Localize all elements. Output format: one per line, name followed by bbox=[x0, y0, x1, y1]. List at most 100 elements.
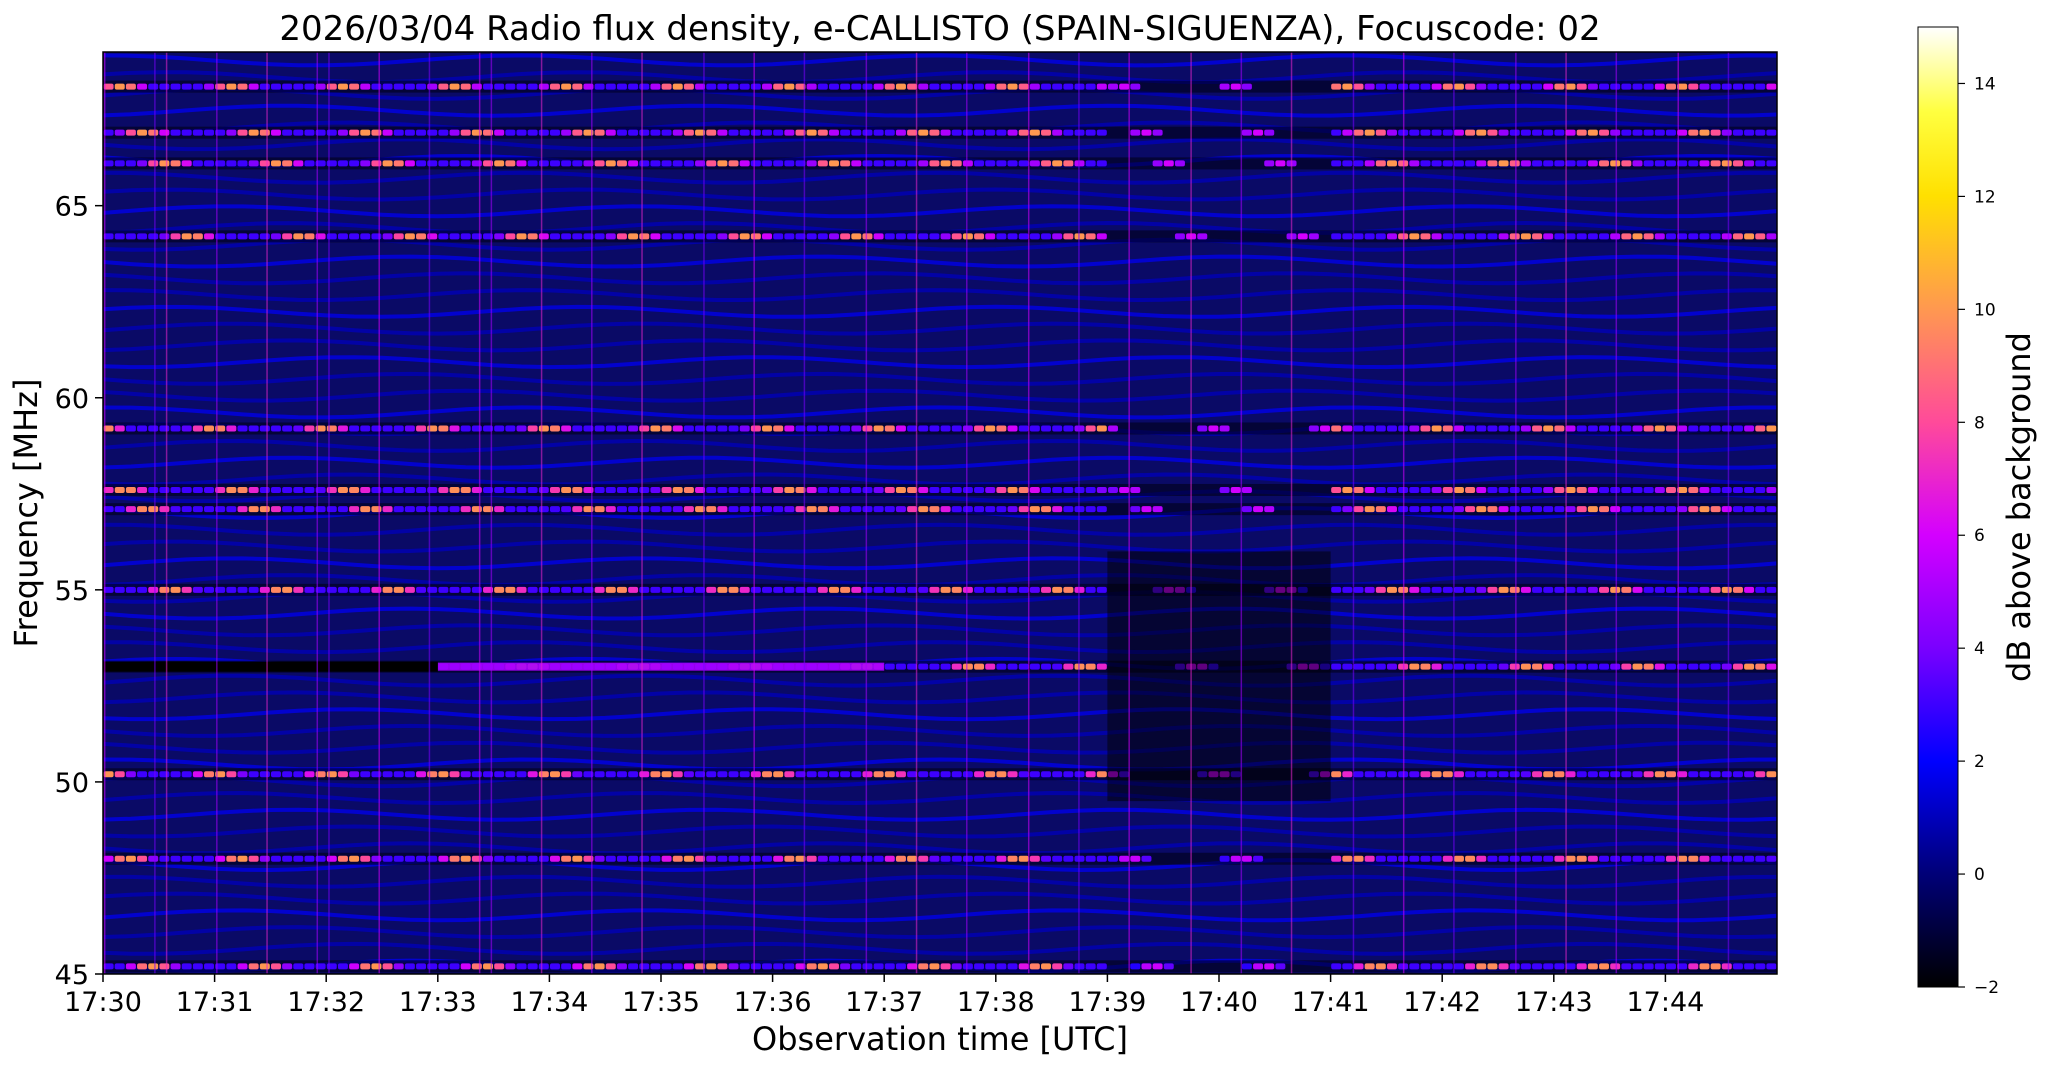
band-blob bbox=[237, 83, 248, 90]
band-blob bbox=[884, 506, 895, 513]
band-blob bbox=[1431, 586, 1442, 593]
band-blob bbox=[873, 771, 884, 778]
band-blob bbox=[181, 586, 192, 593]
band-blob bbox=[1699, 83, 1710, 90]
band-blob bbox=[683, 233, 694, 240]
band-blob bbox=[907, 663, 918, 670]
band-blob bbox=[929, 771, 940, 778]
band-blob bbox=[192, 160, 203, 167]
band-blob bbox=[1688, 506, 1699, 513]
band-blob bbox=[1029, 486, 1040, 493]
band-blob bbox=[1063, 129, 1074, 136]
band-blob bbox=[985, 486, 996, 493]
band-blob bbox=[1096, 855, 1107, 862]
band-blob bbox=[739, 425, 750, 432]
band-blob bbox=[672, 233, 683, 240]
band-blob bbox=[1710, 663, 1721, 670]
band-blob bbox=[739, 233, 750, 240]
band-blob bbox=[1610, 233, 1621, 240]
band-blob bbox=[628, 586, 639, 593]
band-blob bbox=[650, 586, 661, 593]
band-blob bbox=[1498, 129, 1509, 136]
band-blob bbox=[438, 586, 449, 593]
band-blob bbox=[516, 129, 527, 136]
band-blob bbox=[907, 425, 918, 432]
band-blob bbox=[159, 855, 170, 862]
quiet-region bbox=[1107, 551, 1331, 802]
band-blob bbox=[1654, 425, 1665, 432]
band-blob bbox=[1554, 855, 1565, 862]
band-blob bbox=[237, 963, 248, 970]
band-blob bbox=[549, 586, 560, 593]
band-blob bbox=[270, 771, 281, 778]
band-blob bbox=[583, 160, 594, 167]
band-blob bbox=[1744, 83, 1755, 90]
band-blob bbox=[851, 425, 862, 432]
band-blob bbox=[1096, 963, 1107, 970]
band-blob bbox=[1654, 129, 1665, 136]
band-blob bbox=[1732, 586, 1743, 593]
band-blob bbox=[1576, 663, 1587, 670]
band-blob bbox=[270, 486, 281, 493]
band-blob bbox=[561, 771, 572, 778]
band-blob bbox=[270, 506, 281, 513]
band-blob bbox=[661, 586, 672, 593]
band-blob bbox=[1677, 963, 1688, 970]
band-blob bbox=[1599, 233, 1610, 240]
band-blob bbox=[449, 771, 460, 778]
band-blob bbox=[1364, 855, 1375, 862]
band-blob bbox=[583, 83, 594, 90]
band-blob bbox=[1253, 129, 1264, 136]
band-blob bbox=[1442, 963, 1453, 970]
band-blob bbox=[1766, 233, 1777, 240]
band-blob bbox=[382, 771, 393, 778]
band-blob bbox=[1453, 506, 1464, 513]
band-blob bbox=[717, 83, 728, 90]
band-blob bbox=[549, 486, 560, 493]
band-blob bbox=[1509, 586, 1520, 593]
band-blob bbox=[1554, 83, 1565, 90]
band-blob bbox=[1029, 425, 1040, 432]
band-blob bbox=[962, 233, 973, 240]
band-blob bbox=[639, 771, 650, 778]
band-blob bbox=[1041, 663, 1052, 670]
band-blob bbox=[125, 771, 136, 778]
band-blob bbox=[516, 425, 527, 432]
band-blob bbox=[907, 855, 918, 862]
band-blob bbox=[148, 425, 159, 432]
band-blob bbox=[137, 129, 148, 136]
band-blob bbox=[728, 160, 739, 167]
band-blob bbox=[293, 129, 304, 136]
band-blob bbox=[1386, 855, 1397, 862]
band-blob bbox=[817, 855, 828, 862]
band-blob bbox=[516, 233, 527, 240]
band-blob bbox=[561, 506, 572, 513]
band-blob bbox=[393, 506, 404, 513]
band-blob bbox=[1241, 129, 1252, 136]
band-blob bbox=[416, 83, 427, 90]
band-blob bbox=[1599, 771, 1610, 778]
band-blob bbox=[672, 506, 683, 513]
spectrogram-stripe bbox=[103, 723, 1777, 738]
band-blob bbox=[583, 129, 594, 136]
band-blob bbox=[1018, 506, 1029, 513]
band-blob bbox=[192, 83, 203, 90]
band-blob bbox=[1007, 129, 1018, 136]
band-blob bbox=[1498, 160, 1509, 167]
band-blob bbox=[862, 160, 873, 167]
band-blob bbox=[650, 425, 661, 432]
band-blob bbox=[1331, 771, 1342, 778]
band-blob bbox=[226, 586, 237, 593]
band-blob bbox=[884, 586, 895, 593]
band-blob bbox=[795, 83, 806, 90]
band-blob bbox=[1420, 963, 1431, 970]
band-blob bbox=[483, 586, 494, 593]
band-blob bbox=[1543, 771, 1554, 778]
band-blob bbox=[639, 83, 650, 90]
band-blob bbox=[416, 129, 427, 136]
band-blob bbox=[270, 83, 281, 90]
band-blob bbox=[639, 129, 650, 136]
band-blob bbox=[1565, 855, 1576, 862]
band-blob bbox=[1353, 663, 1364, 670]
band-blob bbox=[1677, 506, 1688, 513]
